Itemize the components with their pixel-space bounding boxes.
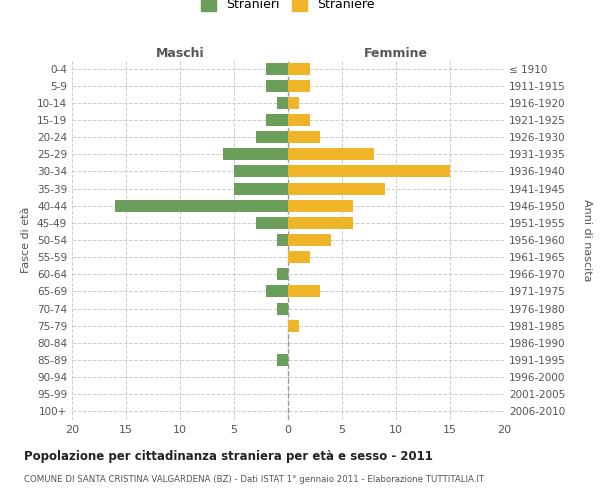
Bar xyxy=(277,302,288,314)
Bar xyxy=(288,148,374,160)
Text: Maschi: Maschi xyxy=(155,47,205,60)
Bar xyxy=(288,200,353,211)
Bar xyxy=(266,114,288,126)
Bar xyxy=(256,217,288,229)
Bar xyxy=(277,234,288,246)
Bar xyxy=(277,268,288,280)
Bar xyxy=(234,166,288,177)
Bar xyxy=(288,251,310,263)
Bar xyxy=(266,62,288,74)
Bar xyxy=(115,200,288,211)
Text: Popolazione per cittadinanza straniera per età e sesso - 2011: Popolazione per cittadinanza straniera p… xyxy=(24,450,433,463)
Bar xyxy=(288,114,310,126)
Bar xyxy=(288,166,450,177)
Legend: Stranieri, Straniere: Stranieri, Straniere xyxy=(195,0,381,18)
Bar xyxy=(277,354,288,366)
Bar xyxy=(223,148,288,160)
Bar xyxy=(288,62,310,74)
Y-axis label: Fasce di età: Fasce di età xyxy=(22,207,31,273)
Bar xyxy=(288,217,353,229)
Bar xyxy=(234,182,288,194)
Bar xyxy=(288,182,385,194)
Bar xyxy=(288,320,299,332)
Bar xyxy=(266,80,288,92)
Bar xyxy=(277,97,288,109)
Y-axis label: Anni di nascita: Anni di nascita xyxy=(582,198,592,281)
Bar xyxy=(288,286,320,298)
Text: Femmine: Femmine xyxy=(364,47,428,60)
Bar xyxy=(256,131,288,143)
Bar xyxy=(288,131,320,143)
Bar xyxy=(288,234,331,246)
Bar xyxy=(288,80,310,92)
Bar xyxy=(288,97,299,109)
Text: COMUNE DI SANTA CRISTINA VALGARDENA (BZ) - Dati ISTAT 1° gennaio 2011 - Elaboraz: COMUNE DI SANTA CRISTINA VALGARDENA (BZ)… xyxy=(24,475,484,484)
Bar xyxy=(266,286,288,298)
